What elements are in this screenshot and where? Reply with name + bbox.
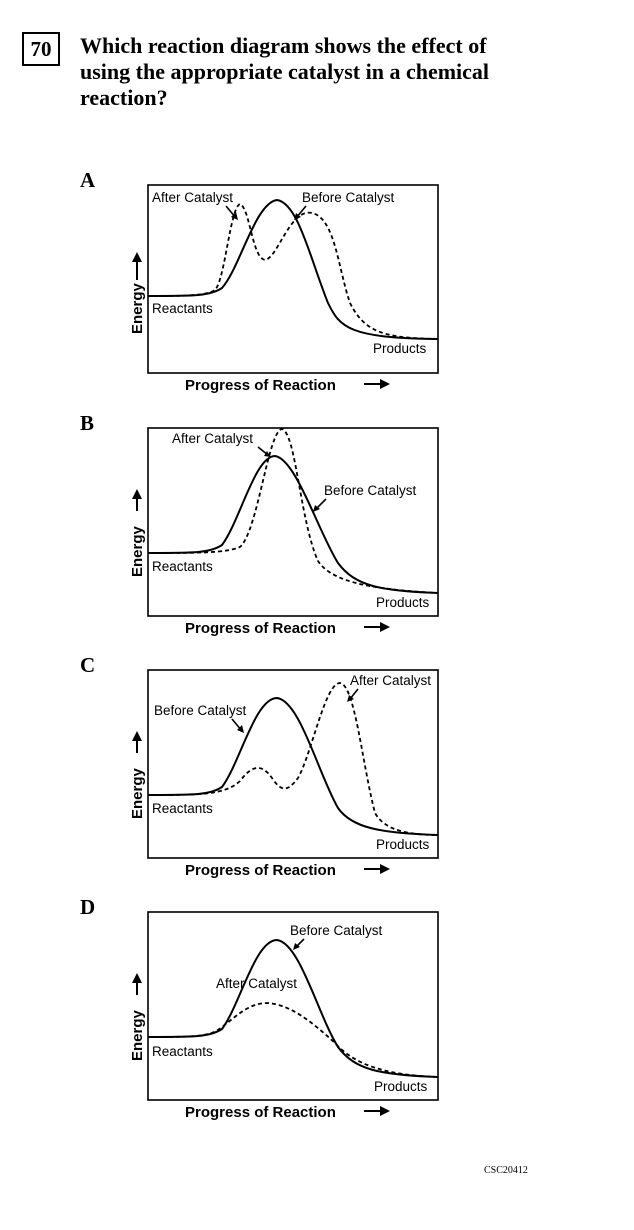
question-line-3: reaction? [80, 85, 168, 110]
arrowhead-after [231, 212, 238, 220]
before-catalyst-curve [147, 454, 439, 594]
reactants-label: Reactants [152, 301, 213, 316]
reactants-label: Reactants [152, 801, 213, 816]
after-catalyst-curve [147, 428, 439, 594]
products-label: Products [373, 341, 427, 356]
after-catalyst-label: After Catalyst [152, 190, 233, 205]
reactants-label: Reactants [152, 1044, 213, 1059]
after-catalyst-label: After Catalyst [350, 673, 431, 688]
before-catalyst-label: Before Catalyst [324, 483, 417, 498]
before-catalyst-curve [147, 198, 439, 340]
before-catalyst-label: Before Catalyst [290, 923, 383, 938]
y-axis-label: Energy [129, 767, 146, 819]
x-axis-arrowhead [380, 1106, 390, 1116]
after-catalyst-label: After Catalyst [172, 431, 253, 446]
diagram-d: Before Catalyst After Catalyst Reactants… [129, 911, 439, 1121]
products-label: Products [376, 837, 430, 852]
choice-d[interactable]: D Before Catalyst After Catalyst Reactan… [0, 895, 634, 1125]
arrowhead-before [293, 943, 300, 950]
arrowhead-before [294, 213, 301, 220]
diagram-c: Before Catalyst After Catalyst Reactants… [129, 669, 439, 879]
arrowhead-before [313, 505, 320, 512]
x-axis-arrowhead [380, 379, 390, 389]
arrowhead-after [347, 695, 354, 702]
y-axis-arrowhead [132, 252, 142, 262]
after-catalyst-curve [147, 1002, 439, 1078]
choice-c[interactable]: C Before Catalyst After Catalyst Reactan… [0, 653, 634, 883]
products-label: Products [374, 1079, 428, 1094]
diagram-frame [147, 669, 439, 859]
item-code: CSC20412 [484, 1165, 528, 1176]
before-catalyst-label: Before Catalyst [154, 703, 247, 718]
x-axis-arrowhead [380, 864, 390, 874]
x-axis-label: Progress of Reaction [185, 1104, 336, 1121]
before-catalyst-label: Before Catalyst [302, 190, 395, 205]
y-axis-label: Energy [129, 525, 146, 577]
question-line-2: using the appropriate catalyst in a chem… [80, 59, 490, 84]
arrowhead-after [264, 451, 271, 457]
products-label: Products [376, 595, 430, 610]
diagram-frame [147, 427, 439, 617]
choice-b[interactable]: B After Catalyst Before Catalyst Reactan… [0, 411, 634, 641]
y-axis-label: Energy [129, 282, 146, 334]
y-axis-arrowhead [132, 489, 142, 499]
before-catalyst-curve [147, 938, 439, 1078]
diagram-b: After Catalyst Before Catalyst Reactants… [129, 427, 439, 637]
diagram-frame [147, 184, 439, 374]
x-axis-label: Progress of Reaction [185, 862, 336, 879]
question-line-1: Which reaction diagram shows the effect … [80, 33, 487, 58]
after-catalyst-curve [147, 682, 439, 836]
choice-letter: D [80, 895, 96, 919]
diagram-a: After Catalyst Before Catalyst Reactants… [129, 184, 439, 394]
reactants-label: Reactants [152, 559, 213, 574]
after-catalyst-label: After Catalyst [216, 976, 297, 991]
before-catalyst-curve [147, 696, 439, 836]
choice-letter: C [80, 653, 96, 677]
x-axis-label: Progress of Reaction [185, 377, 336, 394]
x-axis-label: Progress of Reaction [185, 620, 336, 637]
diagram-frame [147, 911, 439, 1101]
y-axis-label: Energy [129, 1009, 146, 1061]
x-axis-arrowhead [380, 622, 390, 632]
arrowhead-before [237, 725, 244, 733]
choice-a[interactable]: A After Catalyst Before Catalyst Reactan… [0, 168, 634, 398]
y-axis-arrowhead [132, 731, 142, 741]
after-catalyst-curve [147, 203, 439, 340]
choice-letter: A [80, 168, 96, 192]
y-axis-arrowhead [132, 973, 142, 983]
question-number: 70 [22, 32, 60, 66]
choice-letter: B [80, 411, 95, 435]
question-text: Which reaction diagram shows the effect … [80, 33, 600, 111]
